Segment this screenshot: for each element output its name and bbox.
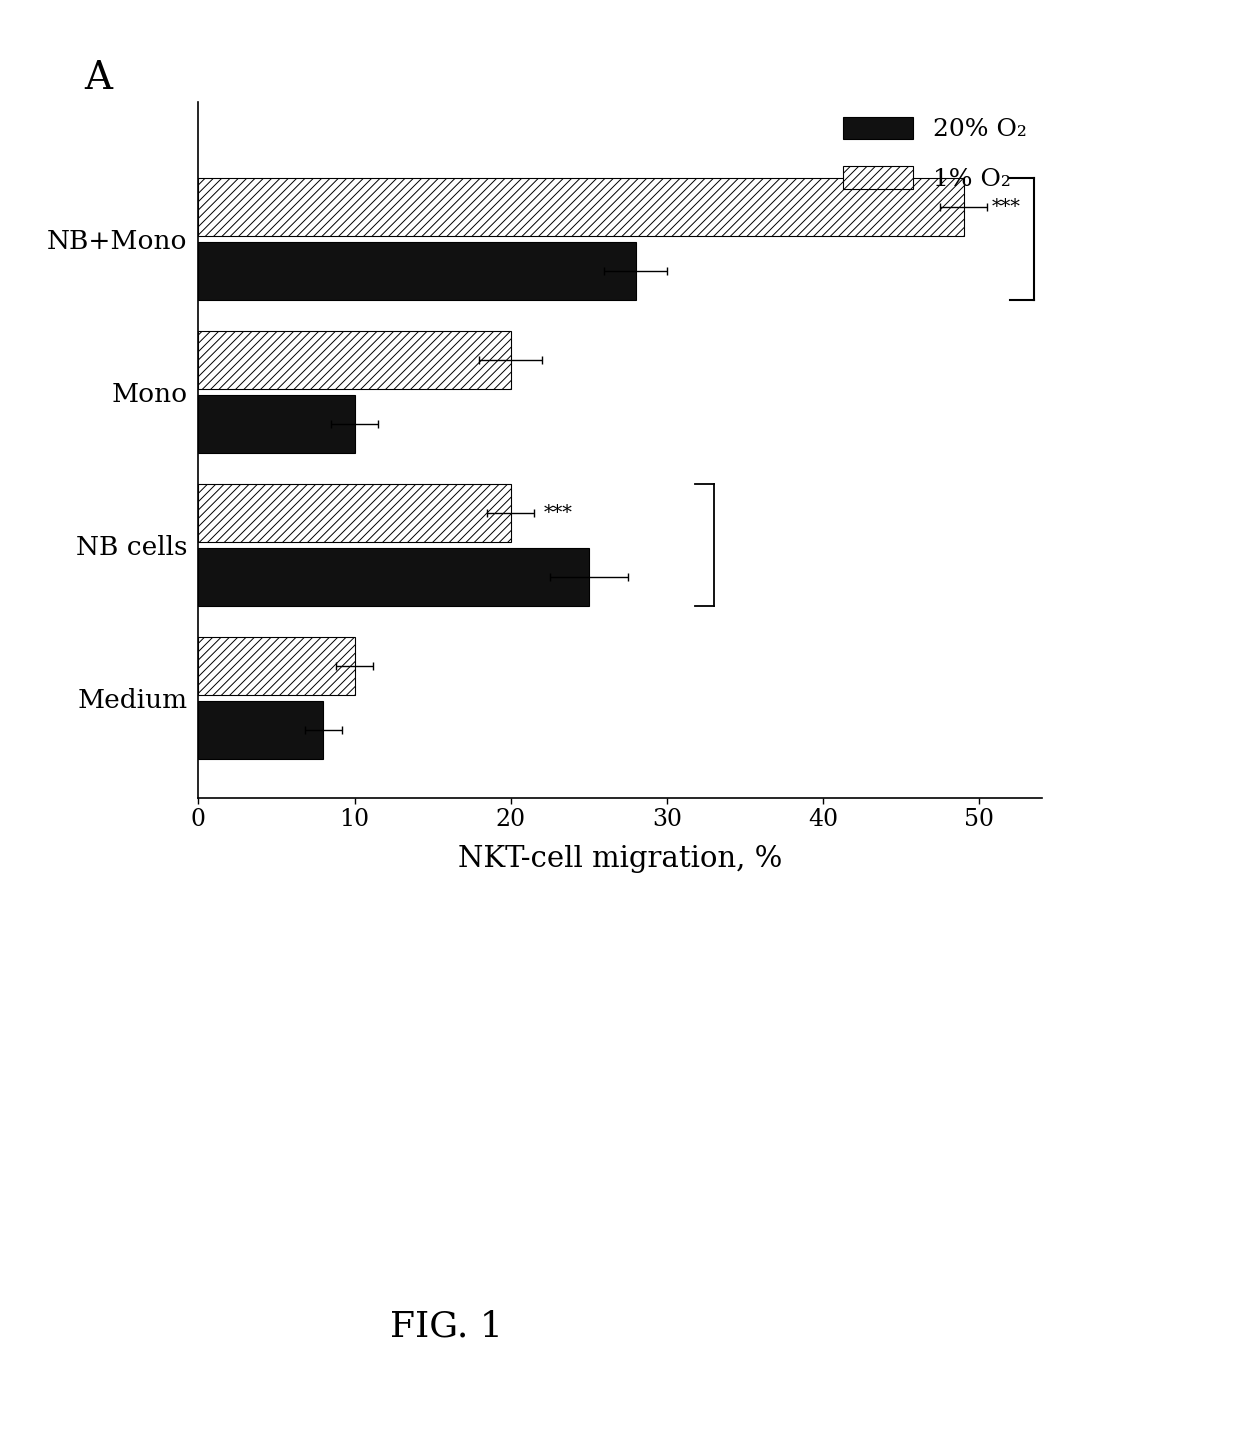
Text: FIG. 1: FIG. 1	[389, 1309, 503, 1344]
Bar	[198, 702, 324, 760]
Text: ***: ***	[992, 199, 1021, 216]
Bar	[198, 331, 511, 389]
Bar	[198, 242, 636, 300]
X-axis label: NKT-cell migration, %: NKT-cell migration, %	[458, 845, 782, 873]
Bar	[198, 548, 589, 606]
Legend: 20% O₂, 1% O₂: 20% O₂, 1% O₂	[833, 106, 1037, 202]
Bar	[198, 396, 355, 454]
Bar	[198, 637, 355, 695]
Text: ***: ***	[543, 505, 573, 522]
Text: A: A	[84, 59, 113, 97]
Bar	[198, 484, 511, 542]
Bar	[198, 178, 963, 236]
